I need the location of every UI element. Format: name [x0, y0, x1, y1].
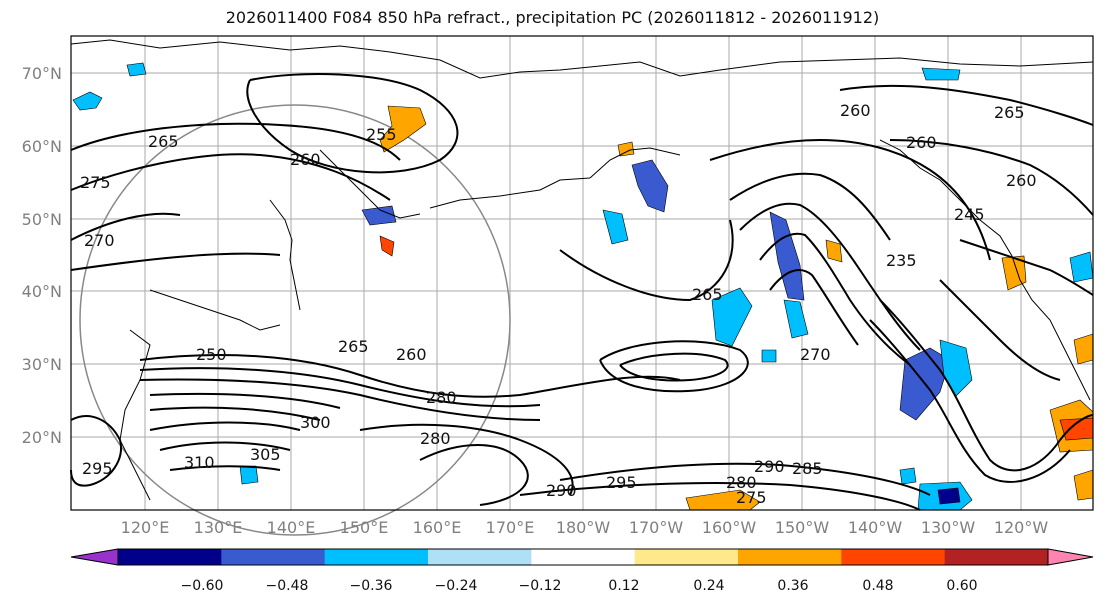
contour-label: 245: [954, 205, 985, 224]
contour-label: 260: [840, 101, 871, 120]
coastlines: [70, 39, 1094, 501]
lon-tick: 150°E: [340, 518, 389, 537]
contour-label: 280: [426, 388, 457, 407]
map-title: 2026011400 F084 850 hPa refract., precip…: [225, 8, 880, 27]
colorbar-segment: [944, 549, 1049, 565]
colorbar-segment: [531, 549, 636, 565]
colorbar-segment: [634, 549, 739, 565]
contour-label: 305: [250, 445, 281, 464]
lat-tick: 70°N: [22, 64, 62, 83]
precipitation-shading: [72, 62, 1094, 511]
lon-tick: 160°W: [702, 518, 757, 537]
lon-tick: 140°W: [848, 518, 903, 537]
colorbar-tick: −0.48: [266, 578, 309, 594]
contour-label: 275: [80, 173, 111, 192]
lat-tick: 40°N: [22, 282, 62, 301]
colorbar: [70, 548, 1094, 566]
lat-tick: 20°N: [22, 428, 62, 447]
lon-tick: 150°W: [775, 518, 830, 537]
colorbar-segment: [118, 549, 222, 565]
contour-label: 235: [886, 251, 917, 270]
lon-tick: 130°W: [921, 518, 976, 537]
lat-tick: 60°N: [22, 137, 62, 156]
contour-label: 265: [338, 337, 369, 356]
colorbar-tick: 0.12: [608, 578, 639, 594]
contour-label: 275: [736, 488, 767, 507]
contour-label: 260: [906, 133, 937, 152]
contour-label: 270: [800, 345, 831, 364]
contour-label: 290: [754, 457, 785, 476]
colorbar-segment: [221, 549, 326, 565]
colorbar-segment: [324, 549, 429, 565]
latitude-labels: 70°N 60°N 50°N 40°N 30°N 20°N: [22, 64, 62, 447]
contour-label: 255: [366, 125, 397, 144]
lon-tick: 170°W: [629, 518, 684, 537]
colorbar-frame: [117, 548, 1049, 566]
colorbar-segment: [428, 549, 532, 565]
contour-label: 265: [692, 285, 723, 304]
colorbar-tick: −0.36: [350, 578, 393, 594]
colorbar-extend-high: [1047, 548, 1094, 566]
lat-tick: 50°N: [22, 210, 62, 229]
contour-label: 250: [196, 345, 227, 364]
contour-label: 260: [396, 345, 427, 364]
map-frame: [70, 35, 1094, 511]
lon-tick: 160°E: [413, 518, 462, 537]
colorbar-tick: 0.24: [693, 578, 724, 594]
contour-label: 265: [148, 132, 179, 151]
contour-labels: 265 275 270 260 255 260 260 265 260 245 …: [80, 101, 1037, 507]
map-area: [71, 36, 1093, 510]
lon-tick: 130°E: [194, 518, 243, 537]
contour-label: 290: [546, 481, 577, 500]
contour-label: 260: [290, 150, 321, 169]
lon-tick: 120°W: [994, 518, 1049, 537]
contour-label: 310: [184, 453, 215, 472]
contour-label: 280: [420, 429, 451, 448]
contour-label: 295: [82, 459, 113, 478]
contour-label: 265: [994, 103, 1025, 122]
contour-label: 270: [84, 231, 115, 250]
range-circle: [79, 104, 511, 536]
lon-tick: 120°E: [121, 518, 170, 537]
longitude-labels: 120°E 130°E 140°E 150°E 160°E 170°E 180°…: [121, 518, 1049, 537]
graticule: [71, 36, 1093, 510]
colorbar-tick: 0.60: [946, 578, 977, 594]
colorbar-tick: −0.60: [181, 578, 224, 594]
colorbar-extend-low: [70, 548, 119, 566]
contour-label: 260: [1006, 171, 1037, 190]
contour-label: 295: [606, 473, 637, 492]
colorbar-segment: [841, 549, 946, 565]
contour-label: 280: [726, 473, 757, 492]
contour-label: 300: [300, 413, 331, 432]
lon-tick: 180°W: [556, 518, 611, 537]
colorbar-tick: 0.48: [862, 578, 893, 594]
contour-label: 285: [792, 459, 823, 478]
colorbar-segment: [738, 549, 842, 565]
lat-tick: 30°N: [22, 355, 62, 374]
colorbar-tick: 0.36: [777, 578, 808, 594]
colorbar-ticks: −0.60 −0.48 −0.36 −0.24 −0.12 0.12 0.24 …: [181, 578, 978, 594]
lon-tick: 140°E: [267, 518, 316, 537]
colorbar-tick: −0.24: [435, 578, 478, 594]
colorbar-tick: −0.12: [519, 578, 562, 594]
refractivity-contours: [70, 73, 1094, 511]
lon-tick: 170°E: [486, 518, 535, 537]
